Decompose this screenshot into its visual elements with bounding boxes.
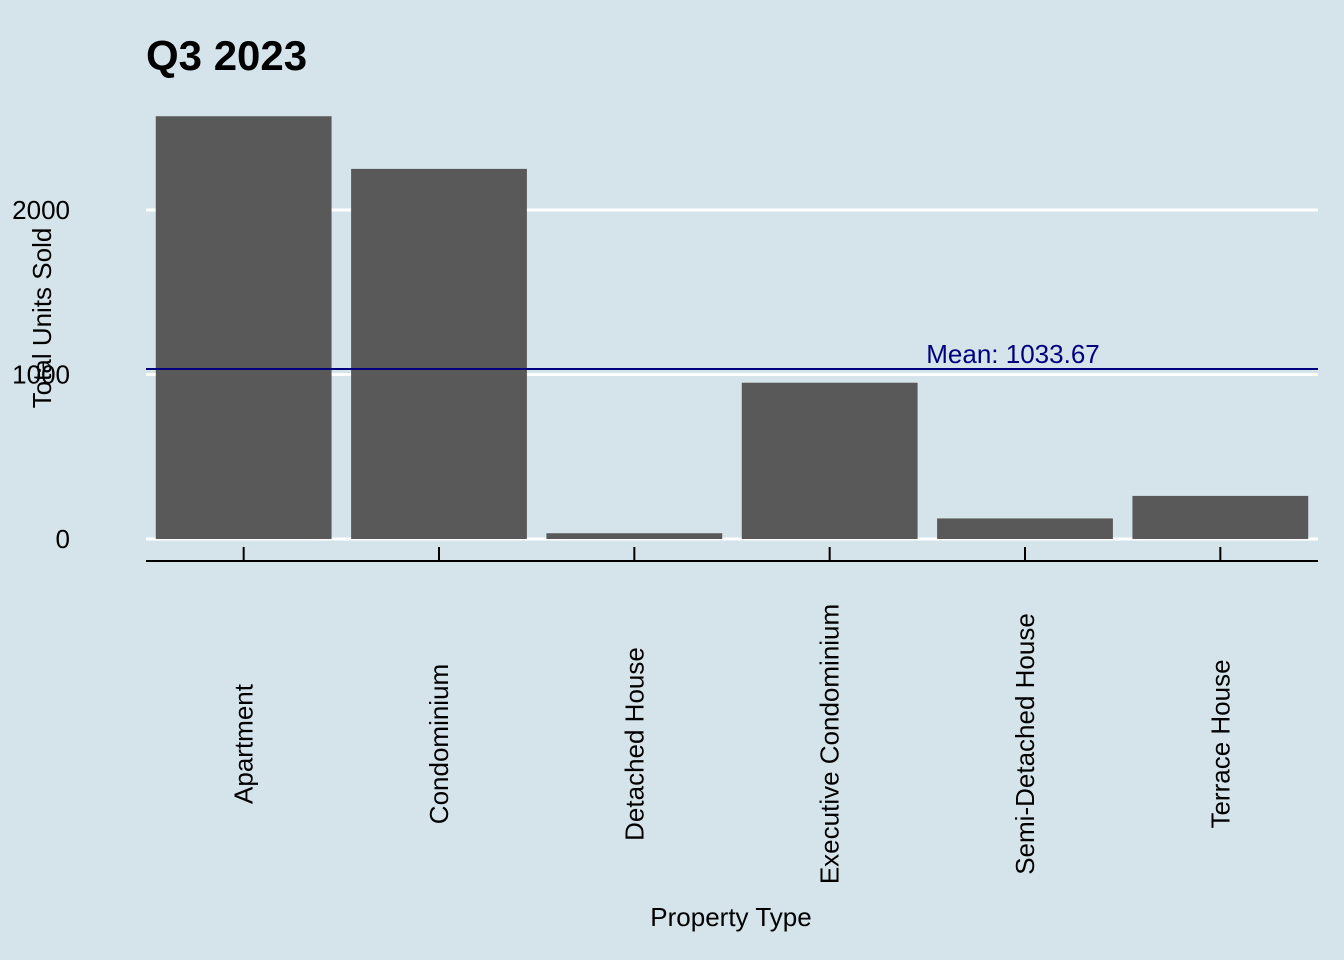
bar-executive-condominium: [741, 382, 918, 539]
bars: [155, 116, 1309, 540]
y-tick-label: 1000: [12, 360, 70, 390]
y-axis-title: Total Units Sold: [27, 228, 57, 409]
y-tick-label: 2000: [12, 195, 70, 225]
x-tick-label: Condominium: [424, 664, 454, 824]
x-axis-title: Property Type: [650, 902, 811, 932]
grid-lines: [146, 208, 1318, 541]
bar-semi-detached-house: [937, 518, 1113, 539]
bar-apartment: [155, 116, 332, 540]
mean-label: Mean: 1033.67: [926, 339, 1099, 369]
bar-terrace-house: [1132, 495, 1309, 539]
x-tick-label: Detached House: [619, 647, 649, 841]
x-tick-label: Semi-Detached House: [1010, 613, 1040, 875]
x-tick-label: Terrace House: [1205, 659, 1235, 828]
x-tick-label: Executive Condominium: [815, 604, 845, 884]
chart-title: Q3 2023: [146, 32, 307, 79]
mean-line-group: Mean: 1033.67: [146, 339, 1318, 370]
y-tick-label: 0: [56, 524, 70, 554]
axes: 0 1000 2000 Apartment Condominium Detached Ho…: [12, 195, 1318, 884]
bar-detached-house: [546, 533, 723, 539]
bar-condominium: [351, 168, 527, 539]
x-tick-label: Apartment: [229, 683, 259, 804]
